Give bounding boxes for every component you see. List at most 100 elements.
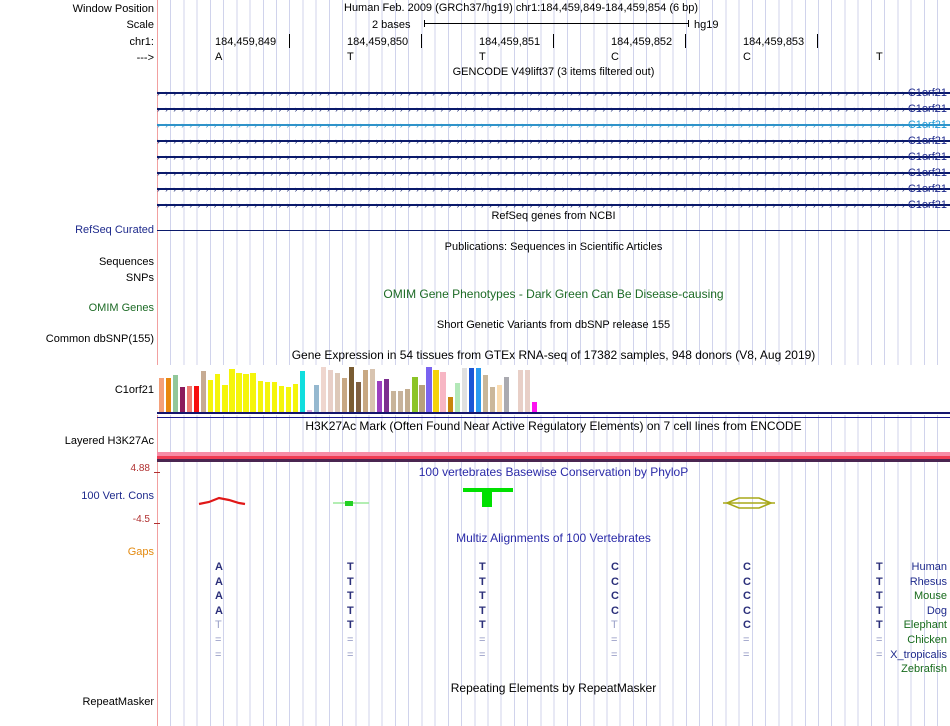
gtex-tissue-bar[interactable] [489,386,495,412]
label-common-dbsnp[interactable]: Common dbSNP(155) [45,333,154,345]
multiz-base: = [215,634,222,646]
gtex-tissue-bar[interactable] [349,366,355,412]
gtex-tissue-bar[interactable] [208,380,214,412]
gtex-tissue-bar[interactable] [194,385,200,412]
gencode-transcript-row[interactable]: ››››››››››››››››››››››››››››››››››››››››… [157,104,950,114]
multiz-species-label[interactable]: Chicken [907,634,947,646]
h3k27ac-signal-band[interactable] [157,452,950,459]
gtex-tissue-bar[interactable] [264,381,270,412]
label-snps[interactable]: SNPs [125,272,154,284]
gtex-tissue-bar[interactable] [363,369,369,412]
gtex-tissue-bar[interactable] [531,401,538,412]
gtex-tissue-bar[interactable] [306,410,312,412]
gtex-tissue-bar[interactable] [496,384,502,412]
gtex-tissue-bar[interactable] [440,371,446,412]
gtex-tissue-bar[interactable] [320,366,327,412]
gtex-tissue-bar[interactable] [503,377,510,412]
refseq-feature-line[interactable] [157,230,950,231]
gtex-tissue-bar[interactable] [250,372,256,412]
label-vert-cons[interactable]: 100 Vert. Cons [81,490,154,502]
h3k27ac-center-label: H3K27Ac Mark (Often Found Near Active Re… [305,419,802,433]
gtex-tissue-bar[interactable] [370,368,376,412]
gtex-tissue-bar[interactable] [341,378,348,412]
gtex-tissue-bar[interactable] [243,374,249,412]
multiz-base: T [876,619,883,631]
gencode-transcript-row[interactable]: ››››››››››››››››››››››››››››››››››››››››… [157,136,950,146]
multiz-species-label[interactable]: Rhesus [909,576,947,588]
gtex-tissue-bar[interactable] [236,372,242,412]
transcript-line [157,92,950,94]
gtex-tissue-bar[interactable] [468,367,474,412]
gtex-tissue-bar[interactable] [524,369,531,412]
gencode-transcript-row[interactable]: ››››››››››››››››››››››››››››››››››››››››… [157,200,950,210]
gencode-transcript-row[interactable]: ››››››››››››››››››››››››››››››››››››››››… [157,184,950,194]
gtex-tissue-bar[interactable] [299,370,305,412]
multiz-species-label[interactable]: Dog [926,605,947,617]
gencode-item-label[interactable]: C1orf21 [907,135,947,147]
gtex-tissue-bar[interactable] [433,369,439,412]
multiz-species-label[interactable]: Human [911,561,947,573]
label-sequences[interactable]: Sequences [98,256,154,268]
gtex-tissue-bar[interactable] [187,385,193,412]
gencode-transcript-row[interactable]: ››››››››››››››››››››››››››››››››››››››››… [157,152,950,162]
gtex-tissue-bar[interactable] [419,384,425,412]
multiz-base: = [479,634,486,646]
gencode-item-label[interactable]: C1orf21 [907,199,947,211]
gencode-item-label[interactable]: C1orf21 [907,151,947,163]
label-gtex-gene[interactable]: C1orf21 [114,384,154,396]
multiz-species-label[interactable]: Elephant [903,619,947,631]
label-refseq-curated[interactable]: RefSeq Curated [75,224,154,236]
gtex-tissue-bar[interactable] [447,396,453,412]
gtex-tissue-bar[interactable] [159,378,165,412]
gtex-tissue-bar[interactable] [398,391,404,412]
gtex-tissue-bar[interactable] [229,368,235,412]
gtex-tissue-bar[interactable] [482,375,488,412]
gencode-transcript-row[interactable]: ››››››››››››››››››››››››››››››››››››››››… [157,168,950,178]
multiz-species-label[interactable]: X_tropicalis [890,649,947,661]
gtex-tissue-bar[interactable] [391,391,397,412]
gtex-tissue-bar[interactable] [426,366,432,412]
gtex-tissue-bar[interactable] [257,380,263,412]
gtex-tissue-bar[interactable] [285,386,291,412]
gtex-tissue-bar[interactable] [278,385,284,412]
multiz-species-label[interactable]: Mouse [913,590,947,602]
gtex-tissue-bar[interactable] [215,374,221,412]
gtex-tissue-bar[interactable] [356,381,362,412]
gencode-item-label[interactable]: C1orf21 [907,183,947,195]
gtex-tissue-bar[interactable] [166,378,172,412]
gtex-tissue-bar[interactable] [180,386,186,412]
gencode-item-label[interactable]: C1orf21 [907,103,947,115]
gtex-tissue-bar[interactable] [313,384,320,412]
label-omim-genes[interactable]: OMIM Genes [88,302,154,314]
h3k27ac-baseline [157,459,950,462]
gencode-transcript-row[interactable]: ››››››››››››››››››››››››››››››››››››››››… [157,120,950,130]
label-layered-h3k27ac[interactable]: Layered H3K27Ac [64,435,154,447]
gencode-item-label[interactable]: C1orf21 [907,167,947,179]
gtex-tissue-bar[interactable] [384,379,390,412]
multiz-species-label[interactable]: Zebrafish [901,663,947,675]
gtex-tissue-bar[interactable] [222,384,228,412]
gencode-item-label[interactable]: C1orf21 [907,87,947,99]
gtex-tissue-bar[interactable] [271,381,277,412]
gencode-item-label[interactable]: C1orf21 [907,119,947,131]
gtex-bar-chart[interactable] [159,365,539,412]
phylop-green-dash [345,501,353,506]
dbsnp-center-label: Short Genetic Variants from dbSNP releas… [436,319,671,331]
ruler-coordinate: 184,459,851 [479,36,541,48]
gencode-transcript-row[interactable]: ››››››››››››››››››››››››››››››››››››››››… [157,88,950,98]
gtex-tissue-bar[interactable] [292,383,298,412]
label-repeatmasker[interactable]: RepeatMasker [82,696,154,708]
phylop-conservation-plot[interactable] [157,462,950,526]
gtex-tissue-bar[interactable] [405,389,411,412]
gtex-tissue-bar[interactable] [377,380,383,412]
gtex-tissue-bar[interactable] [454,382,460,412]
gtex-tissue-bar[interactable] [173,375,179,412]
gtex-tissue-bar[interactable] [475,367,481,412]
gtex-tissue-bar[interactable] [334,372,341,412]
gtex-tissue-bar[interactable] [461,367,467,412]
gtex-tissue-bar[interactable] [517,369,524,412]
gtex-tissue-bar[interactable] [412,377,418,412]
gtex-tissue-bar[interactable] [327,369,334,412]
gtex-tissue-bar[interactable] [201,370,207,412]
